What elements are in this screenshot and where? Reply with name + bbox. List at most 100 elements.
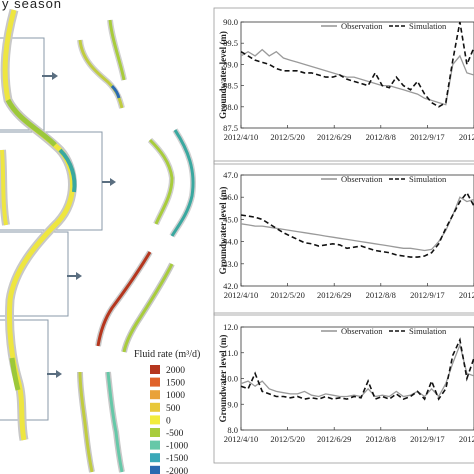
legend-label-8: -2000 <box>166 467 188 474</box>
series-line-simulation <box>240 191 474 258</box>
figure-title-fragment: y season <box>2 0 63 11</box>
ytick-label: 10.0 <box>223 374 238 384</box>
legend-label-2: 1000 <box>166 391 185 401</box>
xtick-label: 2012/8/8 <box>366 290 396 300</box>
chart-panels: 87.5 88.0 88.5 89.0 89.5 90.0 2012/4/10 2012/5/… <box>213 7 474 464</box>
xtick-label: 2012/10/ <box>459 290 474 300</box>
zoom-reach-2-b-rate <box>170 129 195 237</box>
xtick-label: 2012/5/20 <box>270 132 304 142</box>
chart-2: 42.0 43.0 44.0 45.0 46.0 47.0 2012/4/10 2012/5/… <box>213 160 474 316</box>
zoom-reach-1-rate <box>78 39 124 109</box>
zoom-reach-4-rate <box>78 371 94 473</box>
ytick-label: 89.5 <box>223 38 238 48</box>
series-line-simulation <box>240 337 474 401</box>
zoom-reach-1-blue <box>110 84 121 99</box>
legend-swatch-7 <box>150 453 160 463</box>
series-line-observation <box>240 196 474 252</box>
river-map-panel <box>0 8 196 473</box>
ytick-label: 46.0 <box>223 192 238 202</box>
legend-entry-observation: Observation <box>341 21 383 31</box>
xtick-label: 2012/4/10 <box>224 132 258 142</box>
plot-area-2 <box>240 174 474 287</box>
legend-entry-simulation: Simulation <box>409 326 447 336</box>
legend-swatch-6 <box>150 440 160 450</box>
main-river-segment-green-3 <box>9 357 21 391</box>
ytick-label: 44.0 <box>223 237 238 247</box>
legend-entry-simulation: Simulation <box>409 21 447 31</box>
xtick-label: 2012/9/17 <box>410 132 444 142</box>
ytick-label: 11.0 <box>223 348 238 358</box>
xtick-label: 2012/8/8 <box>366 132 396 142</box>
ytick-label: 89.0 <box>223 59 238 69</box>
legend-swatch-3 <box>150 402 160 412</box>
xtick-label: 2012/4/10 <box>224 290 258 300</box>
legend-entry-simulation: Simulation <box>409 174 447 184</box>
ylabel: Groundwater level (m) <box>218 31 228 119</box>
ytick-label: 45.0 <box>223 214 238 224</box>
zoom-box-1 <box>0 37 45 131</box>
legend-label-3: 500 <box>166 404 181 414</box>
ytick-label: 9.0 <box>227 399 238 409</box>
xtick-label: 2012/10/ <box>459 132 474 142</box>
ytick-label: 90.0 <box>223 17 238 27</box>
chart-frame-1 <box>213 7 474 165</box>
legend-title: Fluid rate (m³/d) <box>134 349 200 360</box>
xtick-label: 2012/6/29 <box>317 434 351 444</box>
xtick-label: 2012/6/29 <box>317 290 351 300</box>
arrow-2-head <box>110 178 116 186</box>
xtick-label: 2012/5/20 <box>270 434 304 444</box>
ytick-label: 12.0 <box>223 322 238 332</box>
legend-label-7: -1500 <box>166 454 188 464</box>
legend-swatch-5 <box>150 428 160 437</box>
ytick-label: 42.0 <box>223 281 238 291</box>
main-river-segment-green-2 <box>58 148 77 193</box>
legend-label-6: -1000 <box>166 442 188 452</box>
ytick-label: 43.0 <box>223 259 238 269</box>
legend-entry-observation: Observation <box>341 326 383 336</box>
chart-frame-2 <box>213 160 474 316</box>
ytick-label: 88.0 <box>223 102 238 112</box>
legend-swatch-2 <box>150 390 160 400</box>
series-line-observation <box>240 48 474 106</box>
arrow-3-head <box>76 272 82 280</box>
xtick-label: 2012/10/ <box>459 434 474 444</box>
series-line-simulation <box>240 21 474 108</box>
arrow-4-head <box>56 370 62 378</box>
xtick-label: 2012/8/8 <box>366 434 396 444</box>
xtick-label: 2012/4/10 <box>224 434 258 444</box>
chart-1: 87.5 88.0 88.5 89.0 89.5 90.0 2012/4/10 2012/5/… <box>213 7 474 165</box>
arrow-1-head <box>52 72 58 80</box>
main-river-segment-green-1 <box>5 98 57 147</box>
xtick-label: 2012/9/17 <box>410 290 444 300</box>
ytick-label: 88.5 <box>223 81 238 91</box>
legend-label-1: 1500 <box>166 379 185 389</box>
zoom-box-3 <box>0 231 69 317</box>
xtick-label: 2012/5/20 <box>270 290 304 300</box>
legend-label-0: 2000 <box>166 366 185 376</box>
legend-swatch-0 <box>150 365 160 374</box>
legend-swatch-4 <box>150 415 160 425</box>
legend-swatch-1 <box>150 377 160 387</box>
legend-swatch-8 <box>150 465 160 474</box>
plot-area-3 <box>240 326 474 431</box>
ytick-label: 87.5 <box>223 123 238 133</box>
legend-label-5: -500 <box>166 429 184 439</box>
zoom-reach-3-b-rate <box>122 263 174 353</box>
zoom-reach-2-rate <box>148 138 174 225</box>
legend-entry-observation: Observation <box>341 174 383 184</box>
plot-area-1 <box>240 21 474 129</box>
chart-frame-3 <box>213 312 474 464</box>
chart-3: 8.0 9.0 10.0 11.0 12.0 2012/4/10 2012/5/20 2012… <box>213 312 474 464</box>
ytick-label: 47.0 <box>223 170 238 180</box>
fluid-rate-legend: Fluid rate (m³/d) 2000 1500 1000 500 0 -500 -1… <box>134 349 200 474</box>
reach-left-a-rate <box>0 149 8 226</box>
ytick-label: 8.0 <box>227 425 238 435</box>
zoom-reach-4-b-rate <box>106 371 124 473</box>
legend-label-4: 0 <box>166 416 171 426</box>
xtick-label: 2012/9/17 <box>410 434 444 444</box>
zoom-reach-3-rate <box>96 251 152 347</box>
xtick-label: 2012/6/29 <box>317 132 351 142</box>
ylabel: Groundwater level (m) <box>218 335 228 423</box>
series-line-observation <box>240 342 474 398</box>
